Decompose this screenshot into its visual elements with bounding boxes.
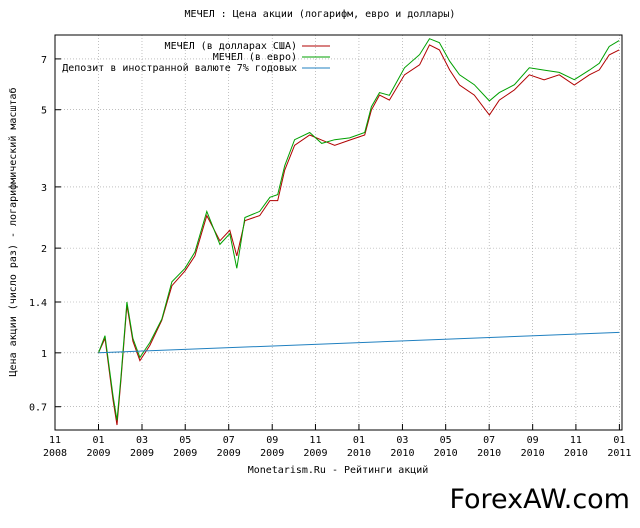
chart-title: МЕЧЕЛ : Цена акции (логарифм, евро и дол… bbox=[185, 8, 456, 20]
x-tick-label: 01 2011 bbox=[607, 435, 631, 459]
x-tick-label: 11 2008 bbox=[43, 435, 67, 459]
watermark: ForexAW.com bbox=[449, 484, 630, 515]
y-tick-label: 3 bbox=[41, 183, 47, 194]
x-axis-label: Monetarism.Ru - Рейтинги акций bbox=[248, 464, 429, 476]
x-tick-label: 09 2009 bbox=[260, 435, 284, 459]
y-tick-label: 1.4 bbox=[29, 298, 47, 309]
legend-label: МЕЧЕЛ (в долларах США) bbox=[165, 41, 297, 52]
x-tick-label: 01 2009 bbox=[86, 435, 110, 459]
y-tick-label: 7 bbox=[41, 55, 47, 66]
y-tick-label: 2 bbox=[41, 244, 47, 255]
x-tick-label: 01 2010 bbox=[347, 435, 371, 459]
x-tick-label: 09 2010 bbox=[521, 435, 545, 459]
x-tick-label: 05 2010 bbox=[434, 435, 458, 459]
legend-label: Депозит в иностранной валюте 7% годовых bbox=[62, 62, 297, 74]
x-tick-label: 05 2009 bbox=[173, 435, 197, 459]
x-tick-label: 03 2009 bbox=[130, 435, 154, 459]
x-tick-label: 03 2010 bbox=[390, 435, 414, 459]
y-tick-label: 1 bbox=[41, 349, 47, 360]
y-tick-label: 0.7 bbox=[29, 403, 47, 414]
x-tick-label: 07 2010 bbox=[477, 435, 501, 459]
series-line bbox=[98, 38, 620, 421]
plot-frame bbox=[54, 34, 623, 431]
x-tick-label: 11 2010 bbox=[564, 435, 588, 459]
series-line bbox=[98, 44, 620, 426]
y-axis-label: Цена акции (число раз) - логарифмический… bbox=[7, 88, 19, 377]
y-tick-label: 5 bbox=[41, 106, 47, 117]
legend-label: МЕЧЕЛ (в евро) bbox=[213, 52, 297, 63]
series-line bbox=[98, 331, 620, 354]
x-tick-label: 07 2009 bbox=[217, 435, 241, 459]
x-tick-label: 11 2009 bbox=[303, 435, 327, 459]
